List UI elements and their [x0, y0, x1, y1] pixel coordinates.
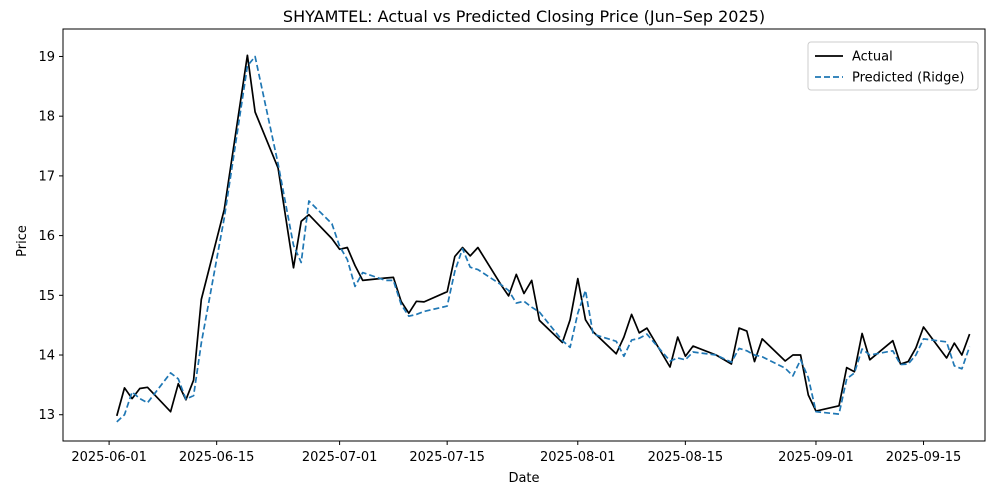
y-tick-label: 16 [38, 229, 55, 244]
y-tick-label: 14 [38, 349, 55, 364]
legend-box [807, 41, 979, 91]
x-tick-label: 2025-09-01 [778, 450, 854, 465]
y-tick-label: 19 [38, 50, 55, 65]
y-tick-label: 13 [38, 408, 55, 423]
x-tick-label: 2025-07-01 [302, 450, 378, 465]
legend: Actual Predicted (Ridge) [807, 41, 979, 91]
x-axis: 2025-06-01 2025-06-15 2025-07-01 2025-07-15… [71, 441, 961, 465]
y-tick-label: 17 [38, 169, 55, 184]
x-tick-label: 2025-06-01 [71, 450, 147, 465]
y-axis: 13 14 15 16 17 18 19 [38, 50, 63, 423]
series-layer [115, 54, 971, 423]
x-tick-label: 2025-08-15 [648, 450, 724, 465]
series-line-predicted [116, 55, 971, 423]
y-tick-label: 15 [38, 289, 55, 304]
y-tick-label: 18 [38, 110, 55, 125]
x-tick-label: 2025-07-15 [409, 450, 485, 465]
x-tick-label: 2025-08-01 [540, 450, 616, 465]
chart-title: SHYAMTEL: Actual vs Predicted Closing Pr… [283, 7, 765, 26]
series-line-actual [115, 54, 971, 417]
x-tick-label: 2025-06-15 [179, 450, 255, 465]
plot-frame [62, 28, 986, 442]
legend-label-actual: Actual [852, 50, 893, 65]
x-axis-label: Date [508, 471, 539, 486]
y-axis-label: Price [15, 225, 30, 257]
x-tick-label: 2025-09-15 [886, 450, 962, 465]
legend-label-predicted: Predicted (Ridge) [852, 71, 964, 86]
